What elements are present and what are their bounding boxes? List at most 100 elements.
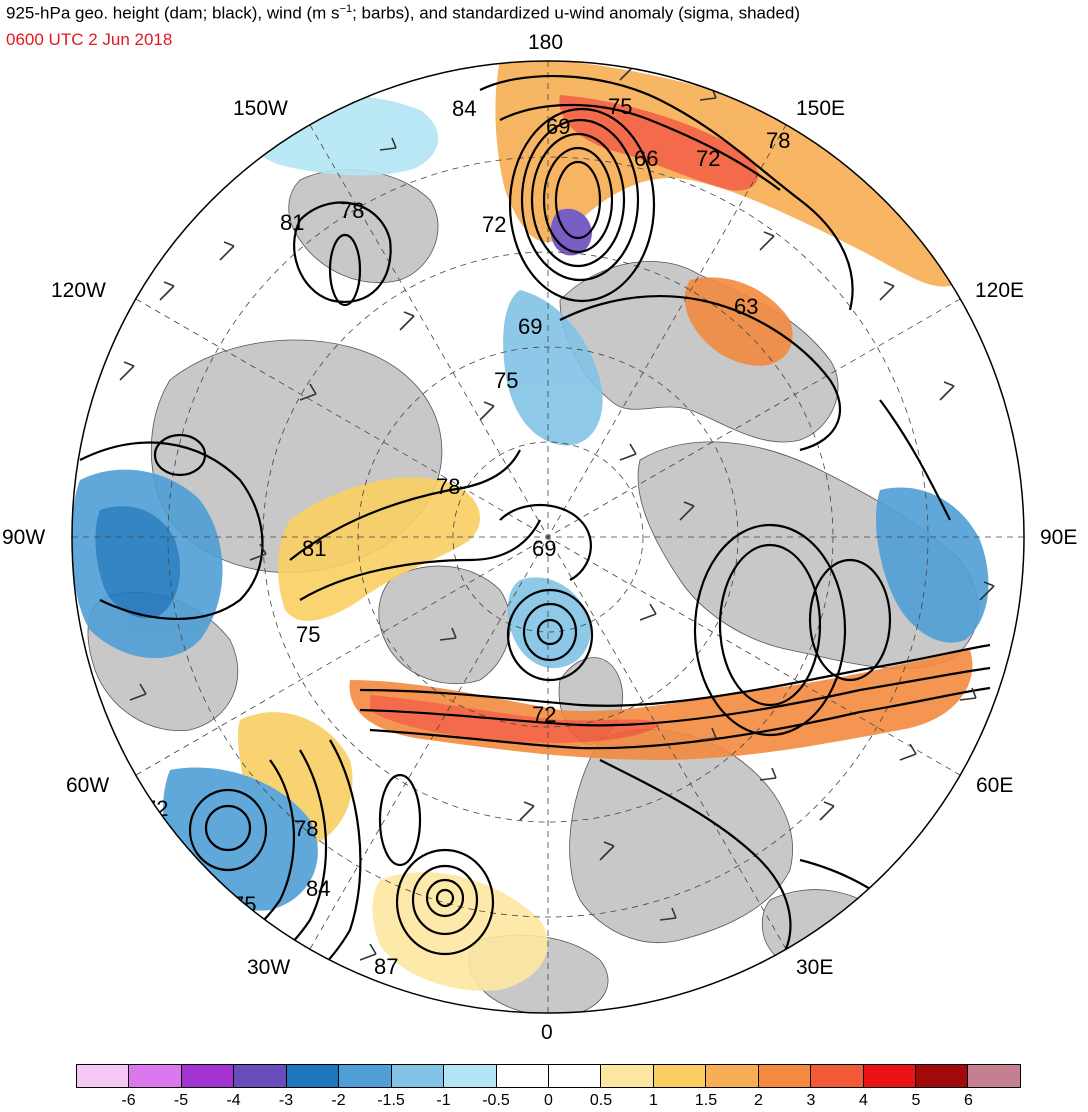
height-labels: 84 75 69 66 72 78 81 78 72 69 63 75 78 8…: [144, 94, 790, 979]
colorbar-tick-label: -3: [278, 1092, 294, 1109]
colorbar-cell: [496, 1065, 549, 1087]
colorbar-cell: [706, 1065, 759, 1087]
colorbar-cell: [234, 1065, 287, 1087]
height-label: 63: [734, 294, 758, 319]
colorbar-tick-label: -1: [436, 1092, 451, 1109]
contour-southwest-low-2: [188, 788, 268, 872]
longitude-label-120e: 120E: [975, 279, 1025, 302]
negative-anomaly-pacific: [503, 290, 603, 446]
contour-jet-1: [359, 643, 991, 707]
height-label: 84: [306, 876, 330, 901]
contour-central-low-1: [536, 618, 564, 646]
contour-low-pacific-3: [530, 132, 626, 268]
height-label: 72: [482, 212, 506, 237]
colorbar-cell: [444, 1065, 497, 1087]
contour-east-low-2: [693, 523, 847, 737]
figure-title: 925-hPa geo. height (dam; black), wind (…: [6, 3, 800, 24]
contour-east-low-1: [718, 543, 822, 707]
colorbar-cell: [77, 1065, 130, 1087]
wind-barb: [679, 501, 695, 521]
wind-barb: [639, 603, 657, 621]
colorbar-cell: [758, 1065, 812, 1087]
contour-north-atlantic-1: [289, 449, 521, 561]
wind-barbs: [119, 61, 995, 961]
wind-barb: [939, 381, 955, 401]
colorbar-tick-label: -1.5: [377, 1092, 405, 1109]
height-label: 69: [546, 114, 570, 139]
wind-barb: [199, 901, 215, 921]
height-label: 69: [518, 314, 542, 339]
colorbar-tick-label: 6: [964, 1092, 973, 1109]
colorbar-tick-label: 2: [754, 1092, 763, 1109]
strong-positive-pacific: [559, 95, 759, 191]
contour-pacific-75: [499, 103, 781, 191]
contour-siberia: [559, 295, 842, 452]
colorbar-tick-label: -2: [331, 1092, 346, 1109]
wind-barb: [959, 687, 977, 701]
contour-low-pacific-2: [542, 146, 614, 254]
contour-south-low-4: [395, 848, 495, 956]
land-siberia: [559, 261, 839, 443]
height-label: 81: [302, 536, 326, 561]
contour-east-low-3: [808, 558, 892, 682]
height-label: 78: [766, 128, 790, 153]
contour-west-1: [79, 441, 264, 621]
longitude-label-180: 180: [528, 31, 564, 54]
contour-east-europe: [599, 759, 792, 961]
contour-alaska-inner: [328, 233, 362, 307]
wind-barb: [359, 943, 377, 961]
contour-south-low-1: [435, 888, 455, 908]
wind-barb: [399, 311, 415, 331]
height-label: 75: [608, 94, 632, 119]
wind-barb: [699, 727, 717, 741]
height-label: 75: [494, 368, 518, 393]
wind-barb: [659, 907, 677, 921]
wind-barb: [479, 401, 495, 421]
height-label: 78: [294, 816, 318, 841]
colorbar-tick-label: -0.5: [482, 1092, 510, 1109]
height-label: 78: [436, 474, 460, 499]
positive-anomaly-southeast: [372, 872, 548, 991]
colorbar-tick-label: 1.5: [694, 1092, 718, 1109]
longitude-label-30e: 30E: [796, 956, 834, 979]
contour-mid-atlantic-high: [378, 773, 422, 867]
colorbar-cell: [286, 1065, 340, 1087]
wind-barb: [759, 767, 777, 781]
colorbar-cell: [968, 1065, 1020, 1087]
contour-polar: [499, 503, 592, 581]
longitude-label-120w: 120W: [51, 279, 106, 302]
contour-central-low-2: [522, 602, 578, 662]
colorbar-tick-label: 3: [806, 1092, 816, 1109]
height-label: 69: [532, 536, 556, 561]
colorbar-tick-label: -5: [173, 1092, 189, 1109]
wind-barb: [519, 801, 535, 821]
latitude-circle-50: [167, 156, 929, 918]
height-label: 75: [296, 622, 320, 647]
positive-anomaly-siberia: [684, 277, 793, 366]
wind-barb: [759, 231, 775, 251]
colorbar-cell: [916, 1065, 969, 1087]
colorbar-cell: [181, 1065, 235, 1087]
colorbar: [76, 1064, 1021, 1088]
contour-low-pacific-4: [520, 118, 640, 282]
colorbar-cell: [811, 1065, 864, 1087]
longitude-label-150e: 150E: [796, 97, 846, 120]
wind-barb: [159, 281, 175, 301]
height-label: 66: [634, 146, 658, 171]
polar-map: 84 75 69 66 72 78 81 78 72 69 63 75 78 8…: [71, 60, 1025, 1014]
contour-south-low-2: [425, 878, 465, 918]
map-border: [71, 60, 1025, 1014]
wind-barb: [379, 137, 397, 151]
contour-low-pacific-5: [508, 107, 656, 303]
contour-west-low: [153, 433, 207, 477]
contour-north-atlantic-2: [299, 519, 541, 601]
longitude-label-90w: 90W: [2, 526, 46, 549]
wind-barb: [879, 281, 895, 301]
height-label: 72: [696, 146, 720, 171]
colorbar-tick-label: -6: [121, 1092, 136, 1109]
wind-barb: [299, 383, 317, 401]
colorbar-tick-label: 1: [649, 1092, 658, 1109]
height-label: 87: [374, 954, 398, 979]
colorbar-cell: [653, 1065, 707, 1087]
latitude-circle-80: [452, 441, 644, 633]
